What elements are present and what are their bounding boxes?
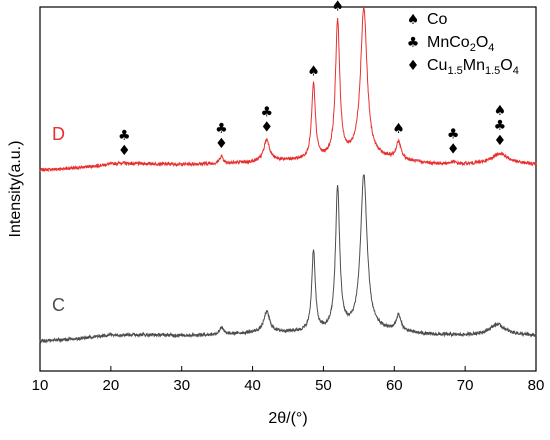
series-label-D: D [52,124,65,144]
peak-marker: ♦ [494,133,507,149]
peak-annotations: ♣♦♣♦♣♦♠♠♠♠♣♦♠♣♦ [118,0,506,159]
legend-symbol: ♣ [407,35,420,51]
series-layer: DC [39,5,537,344]
x-tick-label: 20 [103,377,120,394]
legend-text-part: Cu [427,57,447,74]
x-tick-label: 40 [244,377,261,394]
plot-border [39,6,537,372]
peak-marker: ♦ [118,143,131,159]
legend-subscript: 1.5 [485,65,500,77]
legend-label: Cu1.5Mn1.5O4 [427,57,519,77]
peak-marker: ♣ [118,128,131,144]
peak-marker: ♠ [358,0,371,4]
legend-subscript: 2 [470,42,476,54]
x-tick-label: 60 [386,377,403,394]
peak-marker: ♣ [260,104,273,120]
legend-subscript: 4 [488,42,494,54]
peak-marker: ♣ [494,118,507,134]
legend-text-part: MnCo [427,34,470,51]
y-axis-title: Intensity(a.u.) [7,141,24,238]
x-tick-label: 70 [457,377,474,394]
peak-marker: ♣ [447,127,460,143]
peak-marker: ♦ [215,136,228,152]
x-axis-title: 2θ/(°) [268,410,307,427]
legend-text-part: O [476,34,488,51]
peak-marker: ♦ [260,119,273,135]
x-tick-label: 10 [32,377,49,394]
legend-symbol: ♦ [407,58,420,74]
peak-marker: ♠ [307,63,320,79]
x-tick-label: 30 [173,377,190,394]
x-tick-label: 80 [528,377,545,394]
series-line-C [39,174,537,344]
peak-marker: ♦ [447,142,460,158]
legend-subscript: 1.5 [447,65,462,77]
legend: ♠ Co♣ MnCo2O4♦ Cu1.5Mn1.5O4 [407,11,519,77]
peak-marker: ♠ [494,103,507,119]
legend-label: MnCo2O4 [427,34,494,54]
legend-text-part: Mn [463,57,485,74]
peak-marker: ♠ [331,0,344,15]
x-axis: 10 20 30 40 50 60 70 80 [32,366,545,394]
legend-label: Co [427,11,448,28]
series-line-D [39,5,537,173]
legend-text-part: Co [427,11,448,28]
series-label-C: C [52,295,65,315]
legend-subscript: 4 [513,65,519,77]
legend-text-part: O [500,57,512,74]
plot-frame [39,6,537,372]
legend-symbol: ♠ [407,12,420,28]
x-tick-label: 50 [315,377,332,394]
peak-marker: ♠ [392,121,405,137]
peak-marker: ♣ [215,121,228,137]
